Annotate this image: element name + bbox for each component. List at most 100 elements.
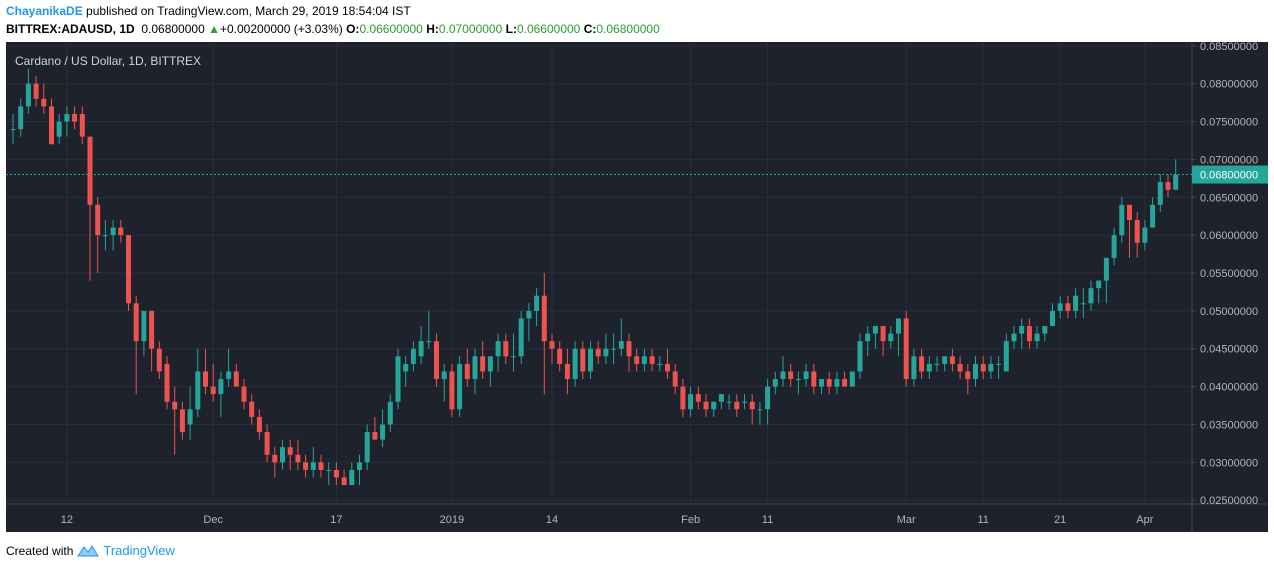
candle-body (380, 424, 386, 440)
candle-body (495, 341, 501, 357)
candle-body (233, 371, 239, 387)
candle-body (410, 348, 416, 364)
candle-body (880, 326, 886, 342)
candle-body (64, 113, 70, 122)
change-value: +0.00200000 (+3.03%) (219, 22, 343, 36)
candle-body (118, 227, 124, 236)
symbol-label: BITTREX:ADAUSD, 1D (6, 22, 135, 36)
candle-body (857, 341, 863, 372)
y-tick-label: 0.08500000 (1200, 42, 1258, 53)
y-tick-label: 0.06000000 (1200, 230, 1258, 242)
candle-body (564, 363, 570, 380)
candle-body (541, 295, 547, 342)
close-value: 0.06800000 (596, 22, 660, 36)
candle-body (149, 310, 155, 349)
y-tick-label: 0.07500000 (1200, 117, 1258, 129)
author-link[interactable]: ChayanikaDE (6, 4, 83, 18)
candle-body (56, 121, 62, 137)
candle-body (372, 432, 378, 440)
open-value: 0.06600000 (359, 22, 423, 36)
candle-body (734, 401, 740, 410)
x-tick-label: 12 (61, 514, 73, 526)
candle-body (1042, 326, 1048, 334)
x-tick-label: 11 (977, 514, 988, 526)
candle-body (1050, 310, 1055, 327)
candle-body (1034, 333, 1040, 342)
candle-body (1165, 182, 1171, 190)
candle-body (726, 401, 732, 403)
symbol-info: BITTREX:ADAUSD, 1D 0.06800000 ▲+0.002000… (6, 22, 660, 36)
y-tick-label: 0.03000000 (1200, 457, 1258, 469)
candle-body (957, 363, 963, 372)
candle-body (695, 394, 701, 402)
candle-body (896, 318, 901, 334)
candle-body (780, 371, 786, 380)
candle-body (973, 363, 978, 380)
candle-body (980, 363, 986, 372)
last-price-tag-label: 0.06800000 (1200, 170, 1258, 182)
candle-body (526, 310, 532, 319)
candle-body (156, 348, 162, 372)
candle-body (703, 401, 709, 410)
candle-body (256, 416, 262, 433)
candle-body (1111, 235, 1117, 258)
candle-body (187, 409, 193, 425)
candle-body (657, 363, 663, 365)
candle-body (1142, 227, 1148, 243)
candle-body (203, 371, 208, 387)
candle-body (126, 235, 131, 304)
y-tick-label: 0.05000000 (1200, 306, 1258, 318)
candle-body (141, 310, 147, 342)
candle-body (426, 341, 432, 343)
candle-body (310, 462, 316, 470)
candle-body (826, 379, 832, 387)
candle-body (1088, 288, 1094, 304)
candle-body (680, 386, 686, 410)
candle-body (865, 333, 871, 342)
chart-time-axis (6, 504, 1268, 532)
candle-body (25, 83, 31, 107)
x-tick-label: 11 (762, 514, 773, 526)
candle-body (595, 348, 601, 357)
candle-body (711, 401, 717, 410)
candle-body (272, 454, 278, 463)
last-price-tag (1192, 165, 1268, 184)
candle-body (572, 348, 578, 380)
x-tick-label: Mar (897, 514, 916, 526)
candlestick-chart[interactable]: 0.02500000 0.03000000 0.03500000 0.04000000… (0, 42, 1274, 532)
y-tick-label: 0.06500000 (1200, 192, 1258, 204)
y-tick-label: 0.07000000 (1200, 154, 1258, 166)
candle-body (210, 386, 216, 395)
candle-body (503, 341, 509, 357)
candle-body (472, 356, 478, 380)
x-axis-labels: 12 Dec 17 2019 14 Feb 11 Mar 11 21 Apr (61, 514, 1154, 526)
candle-body (926, 363, 932, 372)
candle-body (95, 204, 101, 236)
candle-body (195, 371, 201, 410)
candle-body (226, 371, 232, 380)
tradingview-logo-icon (77, 544, 100, 556)
tradingview-link[interactable]: TradingView (103, 543, 175, 558)
candle-body (218, 379, 224, 395)
y-tick-label: 0.02500000 (1200, 495, 1258, 507)
y-tick-label: 0.05500000 (1200, 268, 1258, 280)
candle-body (534, 295, 540, 311)
candle-body (641, 356, 647, 364)
candle-body (618, 341, 624, 349)
candle-body (819, 379, 824, 387)
candle-body (988, 363, 994, 372)
candle-body (749, 401, 755, 410)
published-text: published on TradingView.com, March 29, … (86, 4, 411, 18)
x-tick-label: Feb (681, 514, 700, 526)
candle-body (1057, 303, 1063, 311)
candle-body (172, 401, 178, 410)
candle-body (834, 379, 840, 387)
footer: Created with TradingView (6, 543, 175, 558)
candle-body (672, 371, 678, 387)
candle-body (341, 477, 347, 486)
candle-body (1103, 257, 1109, 281)
candle-body (580, 348, 586, 372)
candle-body (1011, 333, 1017, 342)
x-tick-label: 2019 (440, 514, 464, 526)
candle-body (333, 469, 339, 478)
